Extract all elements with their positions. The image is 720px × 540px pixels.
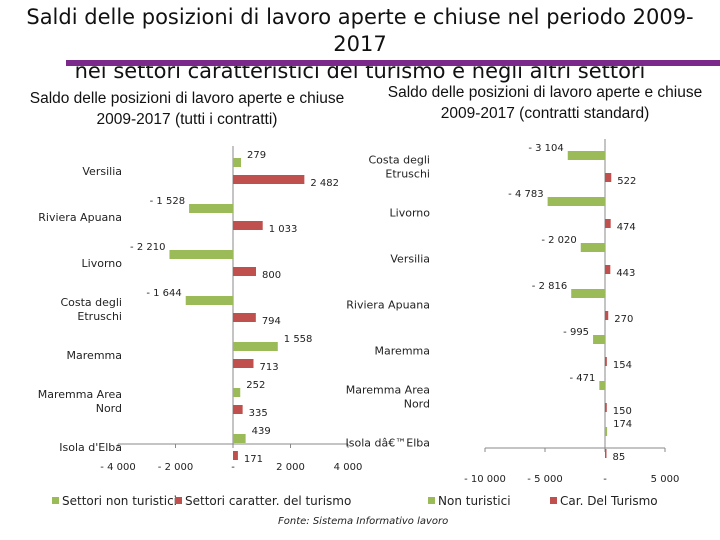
bar-green bbox=[599, 381, 605, 390]
data-label: - 3 104 bbox=[528, 143, 563, 154]
bar-red bbox=[605, 311, 609, 320]
data-label: 800 bbox=[262, 270, 281, 281]
data-label: 335 bbox=[249, 408, 268, 419]
data-label: 270 bbox=[614, 314, 633, 325]
data-label: - 471 bbox=[569, 373, 595, 384]
category-label: Isola d'Elba bbox=[59, 441, 122, 454]
bar-green bbox=[169, 250, 233, 259]
right-chart-title: Saldo delle posizioni di lavoro aperte e… bbox=[387, 84, 703, 122]
bar-red bbox=[233, 359, 254, 368]
bar-green bbox=[233, 342, 278, 351]
data-label: 713 bbox=[259, 362, 278, 373]
bar-green bbox=[547, 197, 605, 206]
data-label: 2 482 bbox=[310, 178, 339, 189]
chart-contratti-standard: - 10 000 - 5 000 - 5 000 Costa degli Etruschi… bbox=[346, 139, 680, 508]
category-label: Costa degli Etruschi bbox=[60, 296, 122, 323]
main-title-line1: Saldi delle posizioni di lavoro aperte e… bbox=[26, 5, 694, 56]
tick-label: - bbox=[231, 462, 235, 473]
tick-label: - 2 000 bbox=[158, 462, 193, 473]
category-label: Costa degli Etruschi bbox=[368, 154, 430, 181]
data-label: 522 bbox=[617, 176, 636, 187]
bar-red bbox=[233, 405, 243, 414]
data-label: 443 bbox=[616, 268, 635, 279]
data-label: 279 bbox=[247, 150, 266, 161]
bar-red bbox=[605, 265, 611, 274]
data-label: 154 bbox=[613, 360, 632, 371]
bar-green bbox=[189, 204, 233, 213]
bar-red bbox=[233, 313, 256, 322]
data-label: 439 bbox=[252, 426, 271, 437]
bar-red bbox=[605, 219, 611, 228]
bar-red bbox=[605, 403, 607, 412]
bar-red bbox=[605, 449, 607, 458]
tick-label: - 10 000 bbox=[464, 474, 506, 485]
bar-red bbox=[233, 451, 238, 460]
bar-green bbox=[233, 158, 242, 167]
bar-red bbox=[605, 173, 612, 182]
legend-label: Settori non turistici bbox=[62, 494, 177, 508]
data-label: 1 558 bbox=[284, 334, 313, 345]
category-label: Riviera Apuana bbox=[346, 299, 430, 312]
data-label: - 1 644 bbox=[146, 288, 181, 299]
tick-label: - bbox=[603, 474, 607, 485]
legend-swatch bbox=[428, 497, 435, 504]
bar-red bbox=[233, 175, 305, 184]
legend-label: Car. Del Turismo bbox=[560, 494, 658, 508]
chart-tutti-contratti: - 4 000 - 2 000 - 2 000 4 000 Versilia 279 2 48… bbox=[38, 146, 363, 508]
title-underline bbox=[66, 60, 720, 66]
category-label: Riviera Apuana bbox=[38, 211, 122, 224]
data-label: - 4 783 bbox=[508, 189, 543, 200]
data-label: 150 bbox=[613, 406, 632, 417]
category-label: Maremma bbox=[67, 349, 122, 362]
data-label: 1 033 bbox=[269, 224, 298, 235]
legend-swatch bbox=[52, 497, 59, 504]
category-label: Maremma Area Nord bbox=[346, 384, 430, 411]
category-label: Versilia bbox=[82, 165, 122, 178]
category-label: Isola dâ€™Elba bbox=[346, 437, 430, 450]
data-label: 171 bbox=[244, 454, 263, 465]
category-label: Maremma bbox=[375, 345, 430, 358]
bar-green bbox=[185, 296, 233, 305]
legend-swatch bbox=[175, 497, 182, 504]
legend-label: Non turistici bbox=[438, 494, 511, 508]
bar-red bbox=[233, 221, 263, 230]
tick-label: 5 000 bbox=[651, 474, 680, 485]
data-label: - 995 bbox=[563, 327, 589, 338]
tick-label: 4 000 bbox=[334, 462, 363, 473]
data-label: 474 bbox=[617, 222, 636, 233]
data-label: - 2 020 bbox=[541, 235, 576, 246]
tick-label: - 5 000 bbox=[527, 474, 562, 485]
data-label: 794 bbox=[262, 316, 281, 327]
data-label: - 2 210 bbox=[130, 242, 165, 253]
tick-label: - 4 000 bbox=[100, 462, 135, 473]
tick-label: 2 000 bbox=[276, 462, 305, 473]
category-label: Livorno bbox=[390, 207, 431, 220]
bar-green bbox=[571, 289, 605, 298]
left-chart-title: Saldo delle posizioni di lavoro aperte e… bbox=[29, 90, 345, 128]
data-label: 174 bbox=[613, 419, 632, 430]
category-label: Maremma Area Nord bbox=[38, 388, 122, 415]
data-label: - 2 816 bbox=[532, 281, 567, 292]
bar-red bbox=[233, 267, 256, 276]
bar-green bbox=[593, 335, 605, 344]
data-label: - 1 528 bbox=[150, 196, 185, 207]
bar-green bbox=[605, 427, 608, 436]
legend-swatch bbox=[550, 497, 557, 504]
bar-red bbox=[605, 357, 607, 366]
bar-green bbox=[233, 388, 241, 397]
data-label: 85 bbox=[613, 452, 626, 463]
bar-green bbox=[580, 243, 605, 252]
legend-label: Settori caratter. del turismo bbox=[185, 494, 351, 508]
bar-green bbox=[567, 151, 605, 160]
bar-green bbox=[233, 434, 246, 443]
category-label: Livorno bbox=[82, 257, 123, 270]
data-label: 252 bbox=[246, 380, 265, 391]
category-label: Versilia bbox=[390, 253, 430, 266]
source-note: Fonte: Sistema Informativo lavoro bbox=[278, 516, 449, 527]
